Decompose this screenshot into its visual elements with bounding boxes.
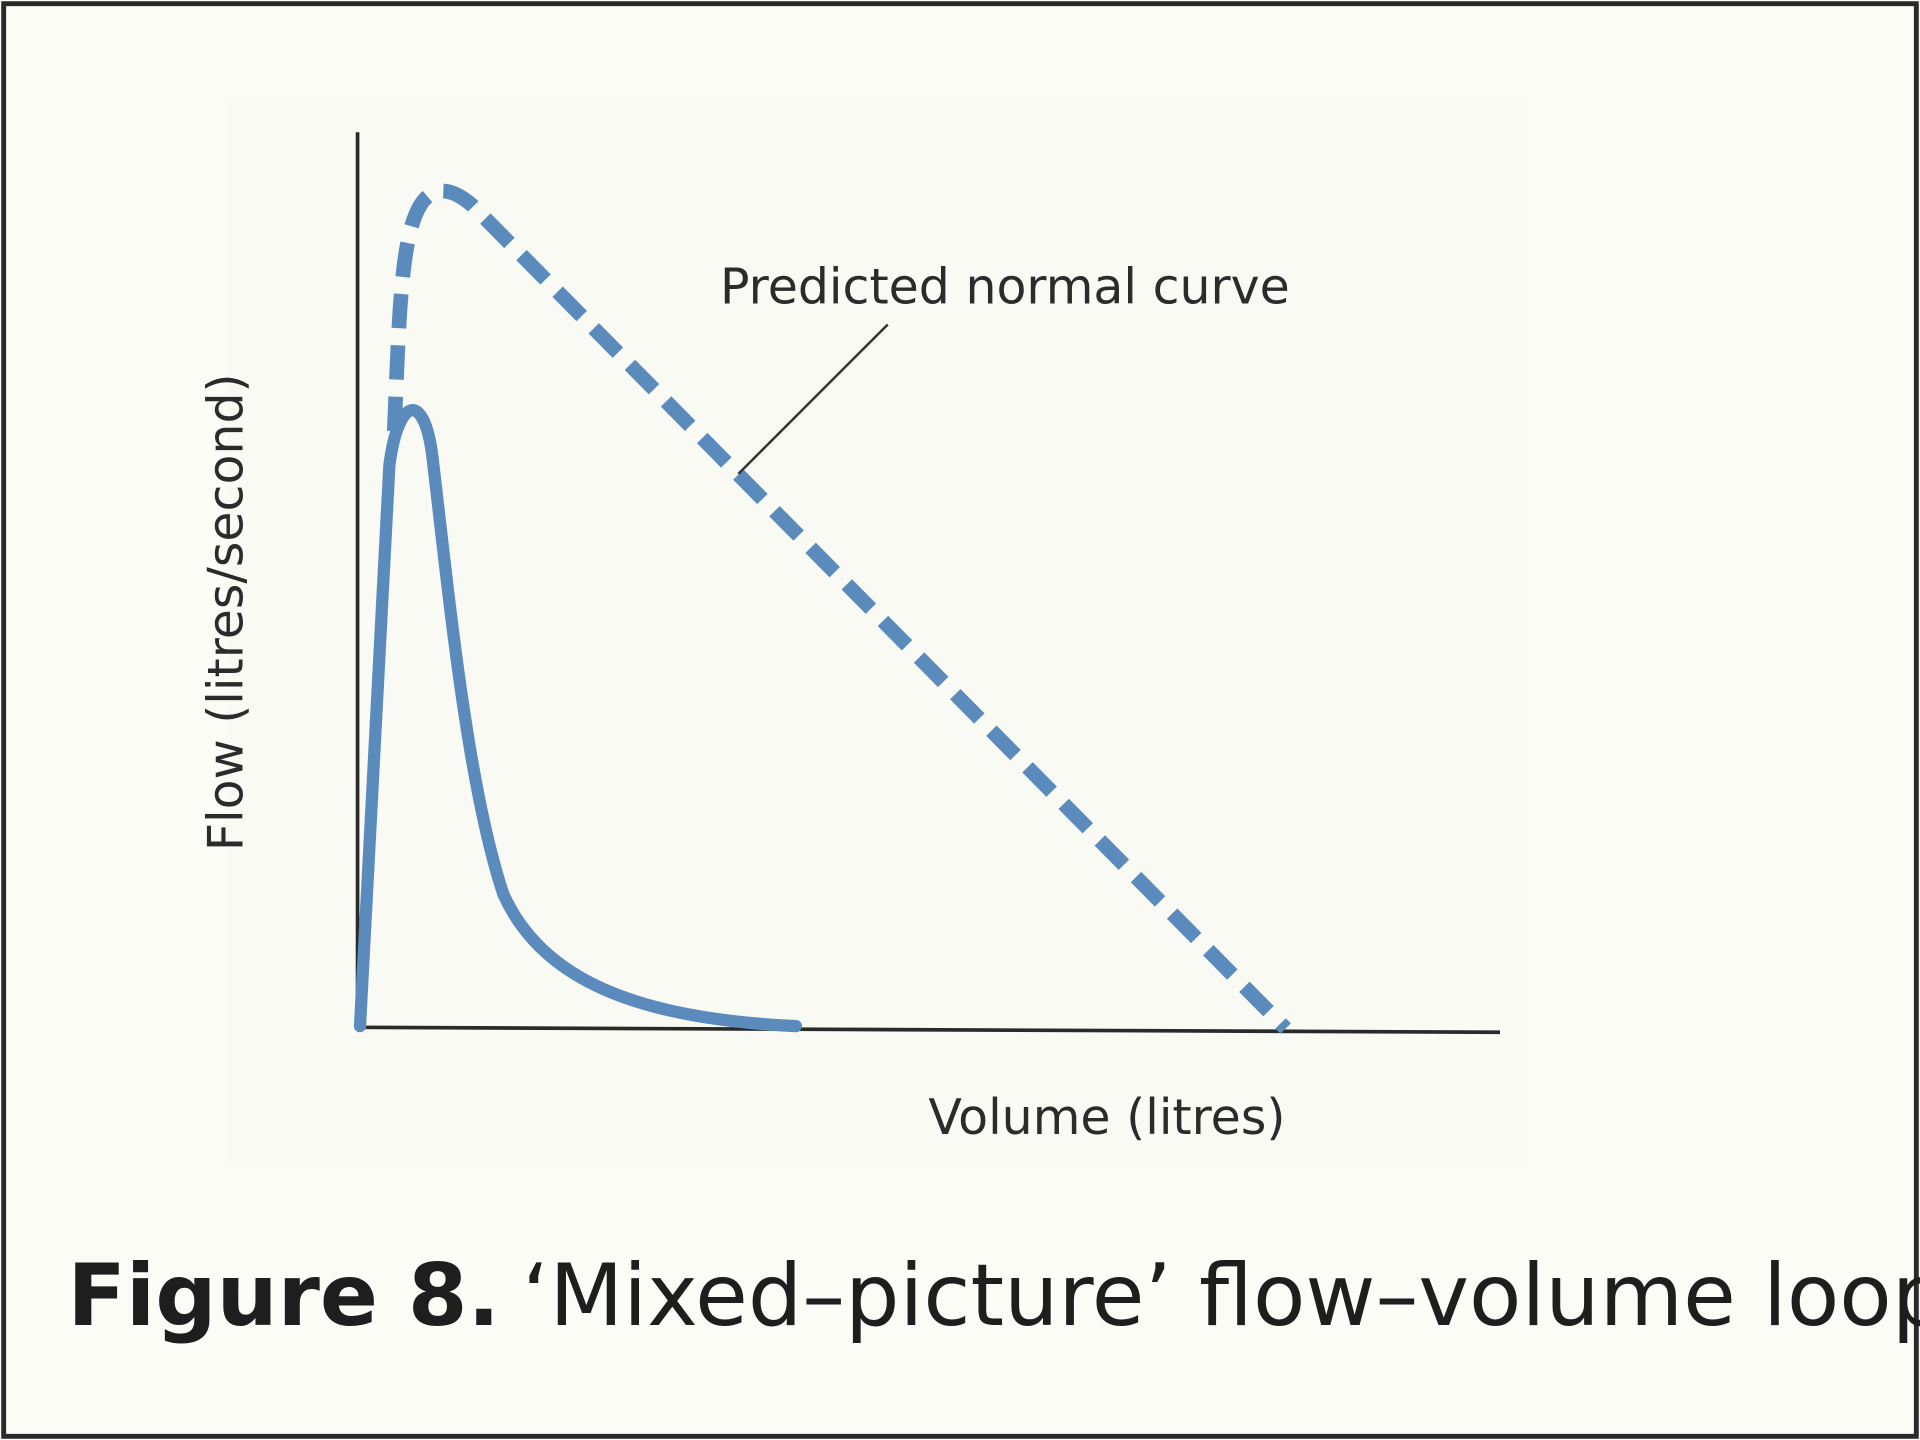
y-axis-label: Flow (litres/second) <box>197 373 254 851</box>
x-axis <box>355 1025 1501 1035</box>
annotation-leader <box>737 323 889 475</box>
plot-panel <box>226 97 1525 1164</box>
predicted-curve <box>386 183 1291 1034</box>
measured-curve <box>353 404 803 1033</box>
caption-label: Figure 8. <box>67 1246 500 1346</box>
caption: Figure 8. ‘Mixed–picture’ flow–volume loo… <box>67 1246 1920 1346</box>
caption-text: ‘Mixed–picture’ flow–volume loop <box>522 1246 1920 1346</box>
x-axis-label: Volume (litres) <box>928 1089 1285 1146</box>
annotation: Predicted normal curve <box>720 259 1290 316</box>
